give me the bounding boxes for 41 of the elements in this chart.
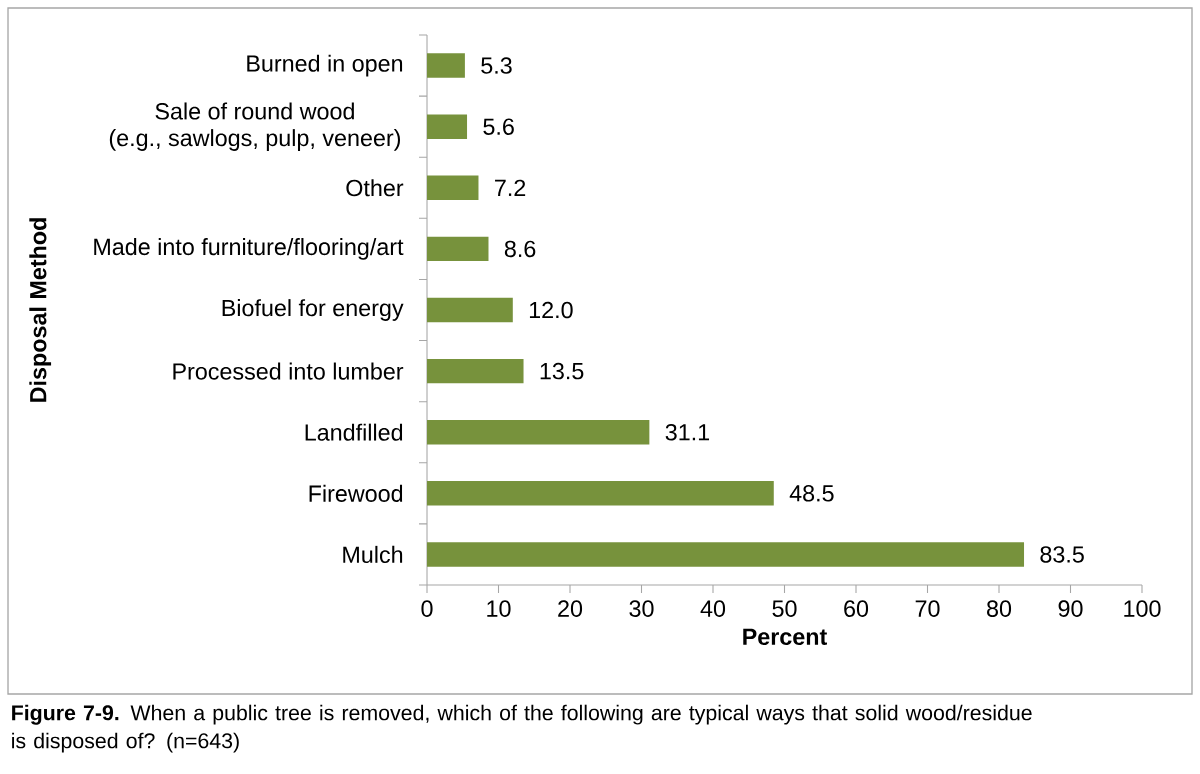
bar: [427, 481, 774, 506]
x-tick-label: 0: [421, 600, 433, 617]
y-tick-label: Landfilled: [305, 423, 403, 441]
data-label: 83.5: [1040, 546, 1084, 563]
x-tick-label: 60: [844, 600, 869, 617]
bar: [427, 542, 1025, 567]
y-tick-label: Firewood: [309, 484, 403, 502]
bar: [427, 236, 489, 262]
data-label: 5.3: [481, 57, 512, 74]
x-tick-label: 50: [772, 600, 797, 617]
y-tick-label: Made into furniture/flooring/art: [94, 238, 404, 260]
data-label: 5.6: [483, 118, 514, 135]
bar: [427, 358, 524, 384]
x-tick-label: 10: [487, 600, 511, 617]
y-tick-label: Burned in open: [247, 54, 403, 77]
text: Figure 7-9. When a public tree is removed, which of the following are typical ways that solid wood/residue is disposed of? (n=643): [12, 704, 1032, 753]
bar: [427, 53, 465, 78]
data-label: 13.5: [540, 362, 584, 380]
x-tick-label: 80: [987, 600, 1012, 617]
x-tick-label: 70: [915, 600, 940, 617]
x-tick-label: 40: [700, 600, 726, 617]
bar: [427, 419, 650, 445]
y-axis-title: Disposal Method: [29, 218, 52, 402]
bar: [427, 175, 479, 200]
x-tick-label: 90: [1058, 600, 1083, 617]
y-tick-label: Sale of round wood (e.g., sawlogs, pulp, veneer): [109, 102, 401, 151]
bar: [427, 114, 468, 139]
data-label: 48.5: [789, 485, 834, 502]
x-tick-label: 100: [1124, 600, 1161, 617]
data-label: 31.1: [665, 423, 710, 441]
x-axis-title: Percent: [743, 628, 827, 645]
x-tick-label: 20: [558, 600, 583, 617]
bar: [427, 297, 513, 323]
data-label: 12.0: [529, 301, 573, 319]
y-tick-label: Biofuel for energy: [222, 299, 404, 321]
data-label: 7.2: [495, 179, 526, 196]
y-tick-label: Mulch: [343, 545, 403, 564]
y-tick-label: Other: [346, 179, 404, 197]
data-label: 8.6: [504, 240, 536, 258]
x-tick-label: 30: [629, 600, 654, 617]
y-tick-label: Processed into lumber: [173, 362, 404, 380]
